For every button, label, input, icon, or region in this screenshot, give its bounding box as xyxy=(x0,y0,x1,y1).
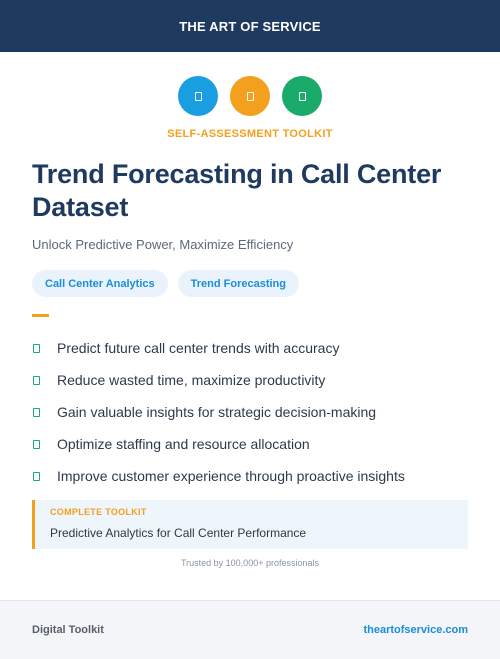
kicker-label: SELF-ASSESSMENT TOOLKIT xyxy=(167,128,333,140)
icon-row xyxy=(0,76,500,116)
check-icon xyxy=(33,375,40,385)
page-subtitle: Unlock Predictive Power, Maximize Effici… xyxy=(32,237,294,252)
footer-label: Digital Toolkit xyxy=(32,624,104,636)
benefit-item: Predict future call center trends with a… xyxy=(32,332,405,364)
benefit-item: Reduce wasted time, maximize productivit… xyxy=(32,364,405,396)
blue-document-icon xyxy=(178,76,218,116)
benefit-text: Reduce wasted time, maximize productivit… xyxy=(57,372,326,388)
website-link[interactable]: theartofservice.com xyxy=(363,624,468,636)
tag-list: Call Center Analytics Trend Forecasting xyxy=(32,270,299,297)
green-document-icon xyxy=(282,76,322,116)
complete-toolkit-card[interactable]: COMPLETE TOOLKIT Predictive Analytics fo… xyxy=(32,500,468,549)
brand-name: THE ART OF SERVICE xyxy=(179,18,321,34)
check-icon xyxy=(33,471,40,481)
check-icon xyxy=(33,407,40,417)
toolkit-name: Predictive Analytics for Call Center Per… xyxy=(50,526,307,540)
benefit-text: Improve customer experience through proa… xyxy=(57,468,405,484)
top-banner: THE ART OF SERVICE xyxy=(0,0,500,52)
tag-trend-forecasting[interactable]: Trend Forecasting xyxy=(177,270,299,297)
page-title: Trend Forecasting in Call Center Dataset xyxy=(32,159,442,222)
orange-document-icon xyxy=(230,76,270,116)
benefit-text: Optimize staffing and resource allocatio… xyxy=(57,436,310,452)
benefit-item: Improve customer experience through proa… xyxy=(32,460,405,492)
trust-statement: Trusted by 100,000+ professionals xyxy=(180,558,319,568)
check-icon xyxy=(33,439,40,449)
toolkit-label: COMPLETE TOOLKIT xyxy=(50,507,147,517)
benefit-list: Predict future call center trends with a… xyxy=(32,332,405,492)
check-icon xyxy=(33,343,40,353)
accent-divider xyxy=(32,314,49,317)
benefit-item: Gain valuable insights for strategic dec… xyxy=(32,396,405,428)
tag-call-center-analytics[interactable]: Call Center Analytics xyxy=(32,270,168,297)
benefit-item: Optimize staffing and resource allocatio… xyxy=(32,428,405,460)
footer-bar: Digital Toolkit theartofservice.com xyxy=(0,600,500,659)
benefit-text: Predict future call center trends with a… xyxy=(57,340,340,356)
benefit-text: Gain valuable insights for strategic dec… xyxy=(57,404,377,420)
